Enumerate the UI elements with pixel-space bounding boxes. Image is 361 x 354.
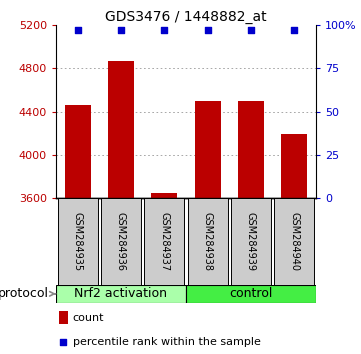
Title: GDS3476 / 1448882_at: GDS3476 / 1448882_at xyxy=(105,10,267,24)
Bar xyxy=(58,311,68,324)
Point xyxy=(60,339,66,345)
Text: GSM284940: GSM284940 xyxy=(289,212,299,271)
Bar xyxy=(65,105,91,198)
Bar xyxy=(56,285,186,303)
Bar xyxy=(274,198,314,285)
Bar xyxy=(188,198,227,285)
Bar xyxy=(231,198,271,285)
Bar xyxy=(144,198,184,285)
Point xyxy=(75,27,81,33)
Point xyxy=(205,27,210,33)
Text: control: control xyxy=(229,287,273,300)
Bar xyxy=(108,61,134,198)
Text: GSM284937: GSM284937 xyxy=(159,212,169,271)
Text: percentile rank within the sample: percentile rank within the sample xyxy=(73,337,261,347)
Text: Nrf2 activation: Nrf2 activation xyxy=(74,287,168,300)
Bar xyxy=(195,101,221,198)
Text: GSM284936: GSM284936 xyxy=(116,212,126,271)
Point xyxy=(118,27,124,33)
Bar xyxy=(238,101,264,198)
Point xyxy=(248,27,254,33)
Text: count: count xyxy=(73,313,104,323)
Text: GSM284939: GSM284939 xyxy=(246,212,256,271)
Text: GSM284938: GSM284938 xyxy=(203,212,213,271)
Text: protocol: protocol xyxy=(0,287,49,300)
Bar xyxy=(58,198,97,285)
Bar xyxy=(151,193,177,198)
Bar xyxy=(281,134,307,198)
Point xyxy=(161,27,167,33)
Bar xyxy=(101,198,141,285)
Text: GSM284935: GSM284935 xyxy=(73,212,83,271)
Point xyxy=(291,27,297,33)
Bar xyxy=(186,285,316,303)
